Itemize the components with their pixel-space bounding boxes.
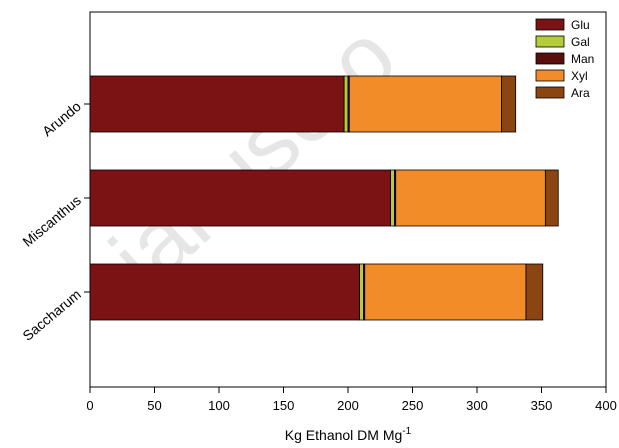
bar-miscanthus-ara <box>544 169 559 227</box>
legend-label-ara: Ara <box>571 86 590 100</box>
legend-swatch-gal <box>535 35 565 48</box>
bar-miscanthus-xyl <box>395 169 546 227</box>
y-category-label-saccharum: Saccharum <box>19 286 84 344</box>
y-category-label-miscanthus: Miscanthus <box>19 192 84 250</box>
x-tick-label: 50 <box>147 398 161 413</box>
legend: Glu Gal Man Xyl Ara <box>535 18 594 100</box>
bar-miscanthus-glu <box>89 169 391 227</box>
bar-arundo-xyl <box>348 75 502 133</box>
x-tick-label: 300 <box>466 398 488 413</box>
x-tick-label: 100 <box>208 398 230 413</box>
x-axis: 0 50 100 150 200 250 300 350 400 <box>86 387 617 413</box>
x-axis-title-text: Kg Ethanol DM Mg <box>285 427 403 443</box>
y-axis: Arundo Miscanthus Saccharum <box>19 98 90 344</box>
bars-group <box>89 75 559 321</box>
bar-arundo-glu <box>89 75 345 133</box>
bar-arundo-ara <box>501 75 517 133</box>
x-tick-label: 200 <box>337 398 359 413</box>
bar-saccharum-gal <box>359 263 364 321</box>
bar-arundo-gal <box>343 75 349 133</box>
legend-swatch-ara <box>535 86 565 99</box>
bar-saccharum-ara <box>525 263 544 321</box>
legend-label-gal: Gal <box>571 35 590 49</box>
legend-swatch-xyl <box>535 69 565 82</box>
bar-saccharum-glu <box>89 263 361 321</box>
x-tick-label: 150 <box>273 398 295 413</box>
x-tick-label: 0 <box>86 398 93 413</box>
bar-saccharum-xyl <box>364 263 527 321</box>
legend-swatch-glu <box>535 18 565 31</box>
bar-miscanthus-gal <box>390 169 395 227</box>
x-tick-label: 350 <box>531 398 553 413</box>
x-tick-label: 250 <box>402 398 424 413</box>
legend-label-xyl: Xyl <box>571 69 588 83</box>
x-axis-title: Kg Ethanol DM Mg-1 <box>285 426 412 443</box>
x-tick-label: 400 <box>595 398 617 413</box>
x-axis-title-superscript: -1 <box>402 426 411 437</box>
legend-label-glu: Glu <box>571 18 590 32</box>
y-category-label-arundo: Arundo <box>39 98 84 139</box>
legend-swatch-man <box>535 52 565 65</box>
legend-label-man: Man <box>571 52 594 66</box>
